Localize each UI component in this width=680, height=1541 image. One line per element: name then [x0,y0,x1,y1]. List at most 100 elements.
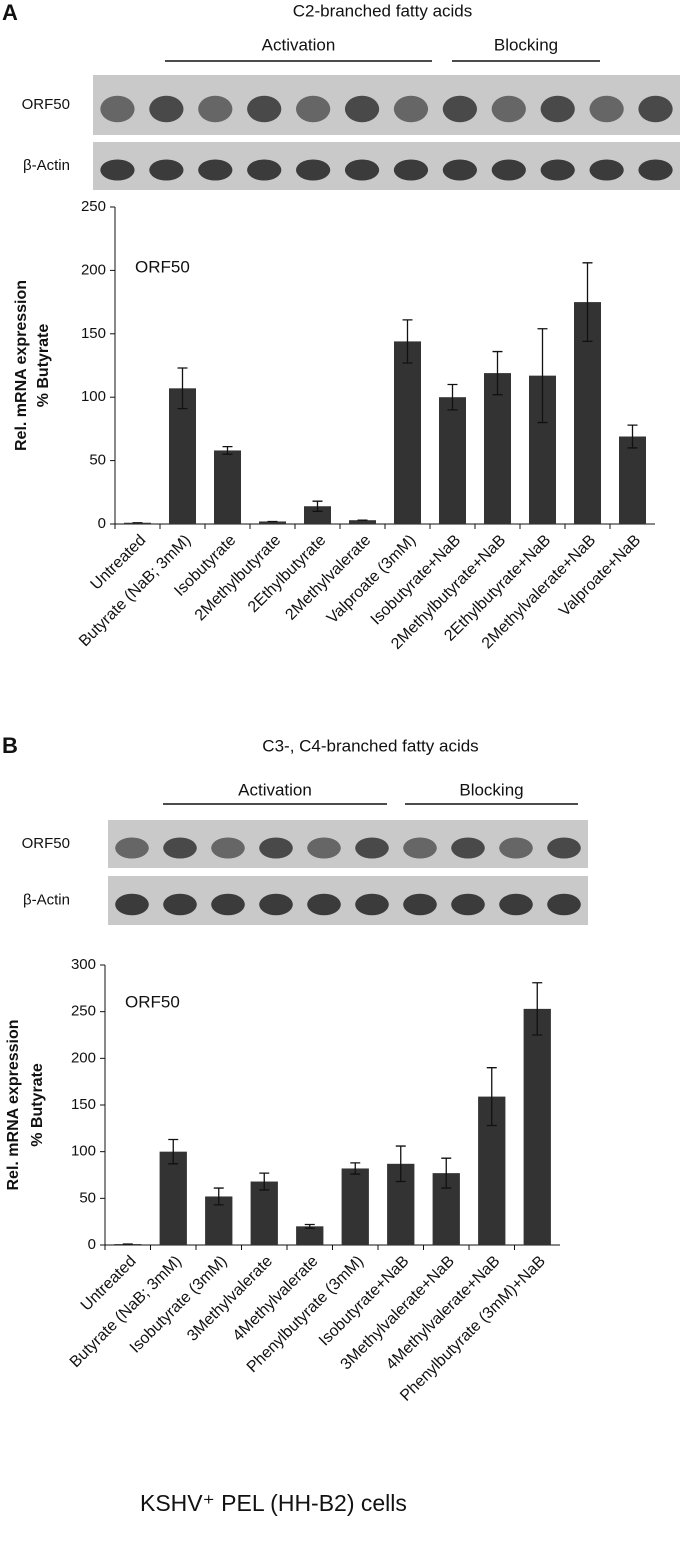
y-tick-label: 100 [71,1143,96,1160]
blot-band [198,159,233,181]
blot-band [344,95,380,123]
bar [169,388,196,524]
blot-band [100,159,135,181]
bar [259,521,286,524]
error-bar [312,500,323,512]
blot [93,142,680,190]
error-bar [627,424,638,449]
y-tick-label: 150 [71,1096,96,1113]
chart-title: C2-branched fatty acids [293,1,473,20]
blot-band [115,893,149,916]
blot-band [540,95,575,123]
blot-band [393,159,429,181]
y-tick-label: 150 [81,325,106,342]
y-tick-label: 200 [71,1049,96,1066]
error-bar [486,1067,497,1127]
y-tick-label: 250 [81,198,106,215]
bar [341,1168,369,1245]
bar [619,436,646,524]
bar [394,341,421,524]
blot-band [307,837,341,859]
group-label: Blocking [494,35,558,54]
blot-band [403,893,437,916]
blot-band [355,837,389,859]
y-tick-label: 0 [88,1236,96,1253]
x-tick-label: Valproate+NaB [556,532,644,620]
blot-band [149,95,184,123]
group-label: Blocking [459,780,523,799]
blot-label: ORF50 [22,96,70,113]
blot-band [149,159,184,181]
blot-band [296,159,331,181]
annotation: ORF50 [125,992,180,1011]
blot-band [100,95,135,123]
y-axis-label: % Butyrate [29,1063,46,1147]
blot-label: β-Actin [23,891,70,908]
y-tick-label: 250 [71,1003,96,1020]
error-bar [582,262,593,343]
bar [214,450,241,524]
error-bar [395,1145,406,1183]
blot-band [638,159,673,181]
blot-band [115,837,149,859]
blot-band [259,837,293,859]
annotation: ORF50 [135,257,190,276]
blot-band [499,837,533,859]
error-bar [177,367,188,410]
blot-band [163,837,197,859]
bar [484,373,511,524]
blot-band [540,159,575,181]
bar [296,1226,324,1245]
blot-band [442,159,477,181]
bar [159,1151,187,1245]
blot-band [638,95,673,123]
error-bar [532,982,543,1036]
error-bar [213,1187,224,1206]
bar [523,1008,551,1245]
y-tick-label: 200 [81,261,106,278]
error-bar [402,319,413,364]
error-bar [447,383,458,411]
bar [250,1181,278,1245]
footer: KSHV⁺ PEL (HH-B2) cells [140,1490,407,1516]
blot-band [211,837,245,859]
x-tick-label: 2Ethylbutyrate [245,532,329,616]
blot-label: ORF50 [22,835,70,852]
blot-band [198,95,233,123]
bar [349,520,376,524]
panel-label: A [2,0,18,25]
y-axis-label: Rel. mRNA expression [5,1019,22,1190]
blot-band [355,893,389,916]
y-tick-label: 300 [71,956,96,973]
y-axis-label: Rel. mRNA expression [13,280,30,451]
error-bar [259,1172,270,1191]
blot-band [589,95,624,123]
blot-band [163,893,197,916]
blot-band [247,95,282,123]
blot-band [247,159,282,181]
blot-band [344,159,380,181]
blot-band [547,893,581,916]
y-tick-label: 50 [79,1189,96,1206]
y-axis-label: % Butyrate [35,324,52,408]
blot-band [211,893,245,916]
blot-band [442,95,477,123]
blot-band [547,837,581,859]
blot [93,75,680,135]
error-bar [537,328,548,424]
group-label: Activation [238,780,312,799]
error-bar [222,446,233,455]
error-bar [304,1223,315,1229]
blot-band [403,837,437,859]
chart-title: C3-, C4-branched fatty acids [262,736,478,755]
error-bar [441,1157,452,1189]
blot-band [296,95,331,123]
blot-band [307,893,341,916]
error-bar [168,1138,179,1165]
blot-band [491,159,526,181]
blot-label: β-Actin [23,157,70,174]
group-label: Activation [262,35,336,54]
y-tick-label: 50 [89,452,106,469]
blot-band [451,893,485,916]
